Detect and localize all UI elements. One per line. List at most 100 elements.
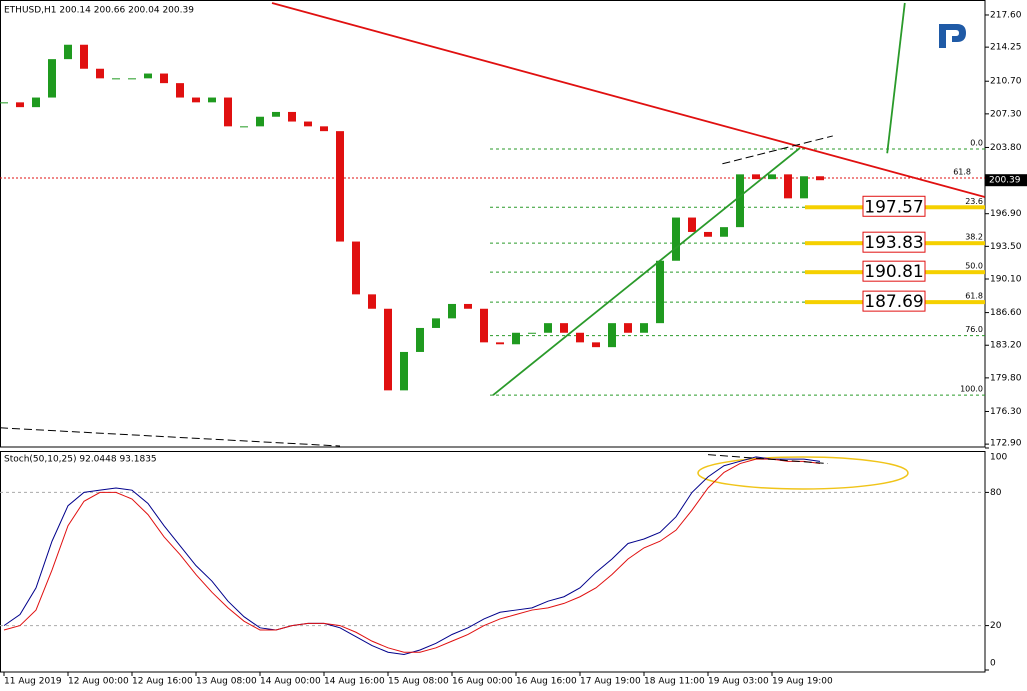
price-tag bbox=[985, 174, 1027, 187]
price-box bbox=[862, 290, 926, 312]
candle bbox=[480, 308, 488, 343]
candle bbox=[208, 97, 216, 103]
candle bbox=[128, 78, 136, 80]
y-tick-label: 100 bbox=[990, 453, 1007, 463]
x-tick-label: 11 Aug 2019 bbox=[4, 677, 62, 687]
trend-line bbox=[271, 2, 985, 198]
y-tick-label: 176.30 bbox=[990, 407, 1022, 417]
candle bbox=[160, 73, 168, 84]
candle bbox=[752, 174, 760, 180]
candle bbox=[800, 176, 808, 199]
x-tick-label: 16 Aug 00:00 bbox=[452, 677, 513, 687]
candle bbox=[672, 217, 680, 261]
candle bbox=[32, 97, 40, 108]
candle bbox=[416, 327, 424, 352]
fib-label: 0.0 bbox=[970, 139, 983, 148]
x-tick-label: 15 Aug 08:00 bbox=[388, 677, 449, 687]
candle bbox=[688, 217, 696, 232]
y-tick-label: 186.60 bbox=[990, 308, 1022, 318]
candle bbox=[736, 174, 744, 228]
stoch-line bbox=[3, 456, 821, 655]
candle bbox=[288, 111, 296, 122]
x-tick-label: 18 Aug 11:00 bbox=[644, 677, 705, 687]
fib-label: 38.2 bbox=[965, 233, 983, 242]
candle bbox=[272, 111, 280, 117]
price-box-label: 190.81 bbox=[864, 262, 923, 282]
candle bbox=[448, 303, 456, 319]
candle bbox=[16, 102, 24, 108]
candle bbox=[544, 323, 552, 333]
candle bbox=[704, 231, 712, 237]
candle bbox=[720, 227, 728, 237]
candle bbox=[192, 97, 200, 103]
x-tick-label: 14 Aug 00:00 bbox=[260, 677, 321, 687]
price-box-label: 197.57 bbox=[864, 197, 923, 217]
y-tick-label: 0 bbox=[990, 659, 996, 669]
price-box bbox=[862, 195, 926, 217]
candle bbox=[528, 332, 536, 334]
candle bbox=[816, 176, 824, 181]
level-label: 61.8 bbox=[953, 167, 971, 176]
candle bbox=[784, 174, 792, 199]
candle bbox=[80, 44, 88, 69]
candle bbox=[320, 126, 328, 132]
fib-label: 100.0 bbox=[960, 385, 983, 394]
candle bbox=[304, 121, 312, 127]
price-box-label: 187.69 bbox=[864, 292, 923, 312]
candle bbox=[768, 174, 776, 180]
y-tick-label: 214.25 bbox=[990, 43, 1022, 53]
candle bbox=[336, 131, 344, 242]
candle bbox=[0, 102, 8, 104]
price-tag-label: 200.39 bbox=[989, 176, 1021, 186]
y-tick-label: 193.50 bbox=[990, 242, 1022, 252]
x-tick-label: 16 Aug 16:00 bbox=[516, 677, 577, 687]
candle bbox=[368, 294, 376, 309]
highlight-ellipse bbox=[697, 456, 909, 490]
candle bbox=[352, 241, 360, 295]
candle bbox=[240, 126, 248, 128]
candle bbox=[176, 83, 184, 98]
price-panel bbox=[0, 0, 986, 448]
trend-line bbox=[492, 147, 801, 396]
fib-label: 61.8 bbox=[965, 292, 983, 301]
y-tick-label: 210.70 bbox=[990, 77, 1022, 87]
fib-label: 23.6 bbox=[965, 197, 983, 206]
trend-line bbox=[0, 427, 341, 447]
y-tick-label: 196.90 bbox=[990, 209, 1022, 219]
x-tick-label: 19 Aug 03:00 bbox=[708, 677, 769, 687]
candle bbox=[592, 342, 600, 348]
candle bbox=[464, 303, 472, 309]
x-tick-label: 14 Aug 16:00 bbox=[324, 677, 385, 687]
y-tick-label: 80 bbox=[990, 488, 1002, 498]
x-tick-label: 17 Aug 19:00 bbox=[580, 677, 641, 687]
stoch-line bbox=[3, 458, 821, 653]
y-tick-label: 179.80 bbox=[990, 373, 1022, 383]
y-tick-label: 217.60 bbox=[990, 10, 1022, 20]
trend-line bbox=[707, 454, 829, 465]
y-tick-label: 172.90 bbox=[990, 439, 1022, 449]
fib-label: 50.0 bbox=[965, 262, 983, 271]
candle bbox=[144, 73, 152, 79]
trend-line bbox=[886, 2, 906, 154]
candle bbox=[112, 78, 120, 80]
fib-label: 76.0 bbox=[965, 325, 983, 334]
candle bbox=[256, 116, 264, 127]
header: ETHUSD,H1 200.14 200.66 200.04 200.39 bbox=[4, 6, 194, 16]
candle bbox=[512, 332, 520, 345]
candle bbox=[576, 332, 584, 343]
y-tick-label: 207.30 bbox=[990, 109, 1022, 119]
x-tick-label: 13 Aug 08:00 bbox=[196, 677, 257, 687]
y-tick-label: 183.20 bbox=[990, 341, 1022, 351]
price-box bbox=[862, 231, 926, 253]
stoch-title: Stoch(50,10,25) 92.0448 93.1835 bbox=[4, 455, 157, 465]
price-box-label: 193.83 bbox=[864, 233, 923, 253]
candle bbox=[608, 323, 616, 348]
candle bbox=[400, 351, 408, 391]
trend-line bbox=[722, 135, 833, 165]
candle bbox=[560, 323, 568, 333]
candle bbox=[624, 323, 632, 333]
logo bbox=[939, 24, 966, 48]
y-tick-label: 190.10 bbox=[990, 274, 1022, 284]
candle bbox=[640, 323, 648, 333]
candle bbox=[48, 59, 56, 98]
